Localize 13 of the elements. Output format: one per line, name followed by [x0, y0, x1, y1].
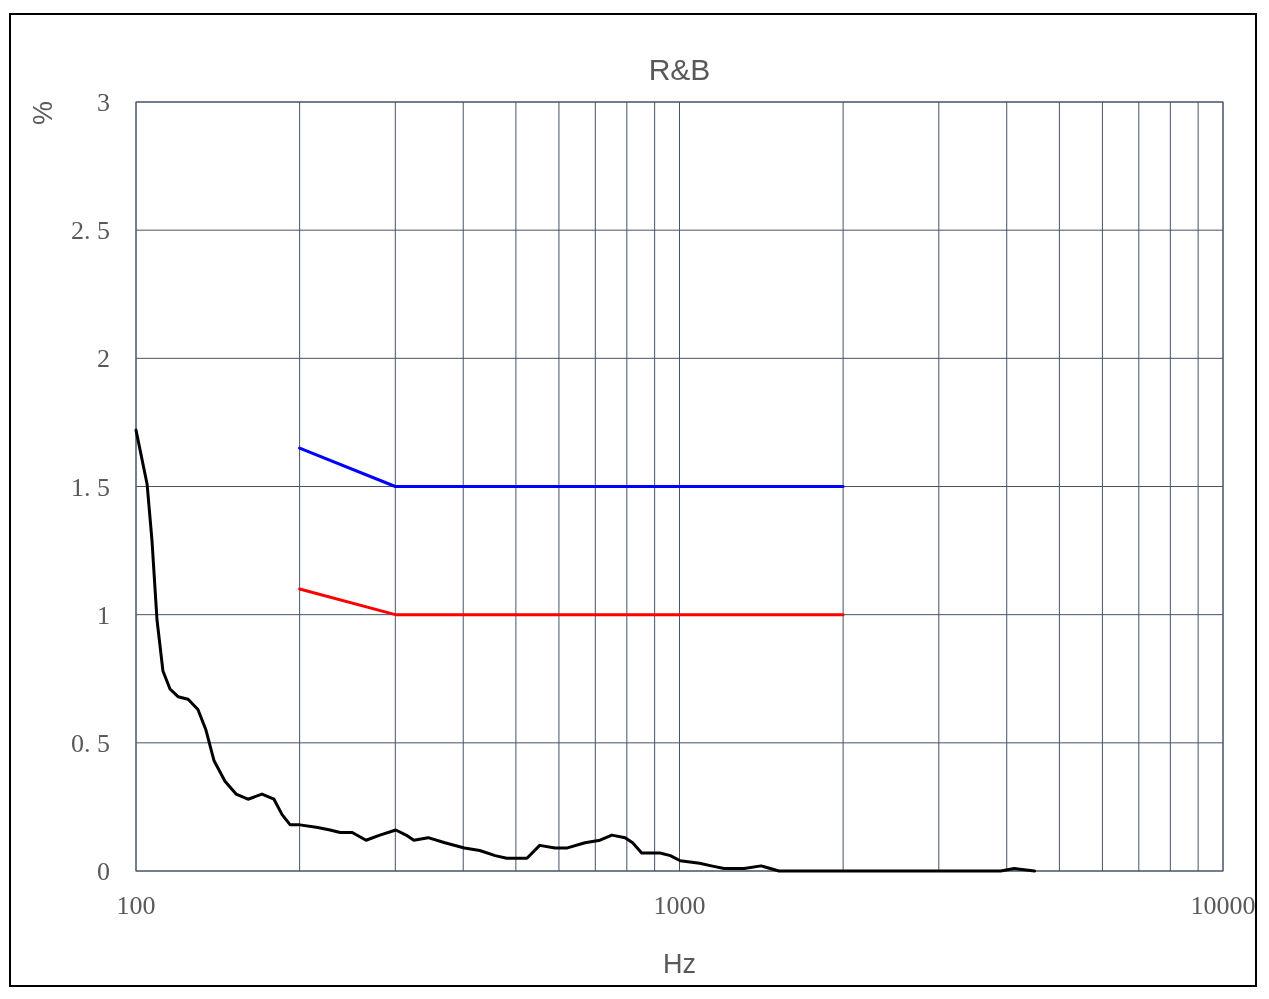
y-tick-label: 3: [97, 88, 110, 117]
x-tick-label: 1000: [653, 891, 706, 920]
x-tick-label: 100: [116, 891, 156, 920]
y-tick-label: 0: [97, 857, 110, 886]
y-tick-label: 1: [97, 600, 110, 630]
y-tick-label: 1. 5: [71, 472, 110, 502]
y-tick-label: 2. 5: [71, 216, 110, 246]
y-tick-label: 2: [97, 344, 110, 374]
chart-title: R&B: [648, 53, 711, 86]
x-axis-title: Hz: [663, 949, 696, 979]
y-axis-title: %: [28, 100, 58, 126]
y-tick-label: 0. 5: [71, 728, 110, 758]
x-tick-label: 10000: [1190, 891, 1256, 920]
